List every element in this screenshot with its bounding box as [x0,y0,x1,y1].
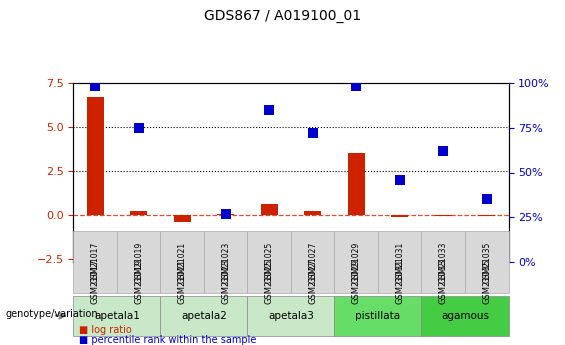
Text: GSM21027: GSM21027 [308,241,317,283]
Text: GSM21029: GSM21029 [352,259,360,304]
Point [483,197,492,202]
FancyBboxPatch shape [334,296,421,336]
FancyBboxPatch shape [160,231,204,293]
Point [264,107,274,112]
FancyBboxPatch shape [291,231,334,293]
Point [438,148,447,154]
Text: apetala3: apetala3 [268,311,314,321]
Text: GSM21025: GSM21025 [265,241,273,283]
Text: GSM21017: GSM21017 [91,259,99,304]
Text: GSM21033: GSM21033 [439,259,447,304]
Text: GSM21031: GSM21031 [396,259,404,304]
Text: apetala1: apetala1 [94,311,140,321]
Text: GSM21021: GSM21021 [178,259,186,304]
Bar [130,211,147,215]
Text: genotype/variation: genotype/variation [6,309,98,319]
Text: GSM21023: GSM21023 [221,241,230,283]
FancyBboxPatch shape [160,296,247,336]
Text: GSM21029: GSM21029 [352,241,360,283]
Text: GSM21019: GSM21019 [134,259,143,304]
Point [396,177,405,183]
FancyBboxPatch shape [247,296,334,336]
Point [134,125,144,130]
Text: GSM21019: GSM21019 [134,241,143,283]
FancyBboxPatch shape [421,231,465,293]
FancyBboxPatch shape [73,296,160,336]
Bar [391,215,408,217]
FancyBboxPatch shape [465,231,508,293]
Text: GSM21035: GSM21035 [483,259,491,304]
Bar [217,214,234,215]
Text: pistillata: pistillata [355,311,401,321]
Bar [434,215,452,216]
Point [308,130,318,136]
Point [351,83,361,89]
Text: apetala2: apetala2 [181,311,227,321]
Text: GSM21027: GSM21027 [308,259,317,304]
Bar [304,211,321,215]
Bar [478,215,496,216]
Bar [173,215,191,222]
FancyBboxPatch shape [334,231,378,293]
Text: GSM21033: GSM21033 [439,241,447,283]
FancyBboxPatch shape [117,231,160,293]
Text: ■ percentile rank within the sample: ■ percentile rank within the sample [79,335,257,345]
FancyBboxPatch shape [378,231,421,293]
Text: GDS867 / A019100_01: GDS867 / A019100_01 [204,9,361,23]
FancyBboxPatch shape [247,231,291,293]
Bar [347,153,365,215]
Bar [86,97,104,215]
FancyBboxPatch shape [421,296,508,336]
FancyBboxPatch shape [204,231,247,293]
Text: GSM21031: GSM21031 [396,241,404,283]
Text: GSM21023: GSM21023 [221,259,230,304]
Text: ■ log ratio: ■ log ratio [79,325,132,335]
Text: GSM21025: GSM21025 [265,259,273,304]
Text: agamous: agamous [441,311,489,321]
Bar [260,204,278,215]
Text: GSM21035: GSM21035 [483,241,491,283]
Point [177,241,186,247]
Point [221,211,231,217]
FancyBboxPatch shape [73,231,117,293]
Text: GSM21021: GSM21021 [178,241,186,283]
Text: GSM21017: GSM21017 [91,241,99,283]
Point [90,83,100,89]
